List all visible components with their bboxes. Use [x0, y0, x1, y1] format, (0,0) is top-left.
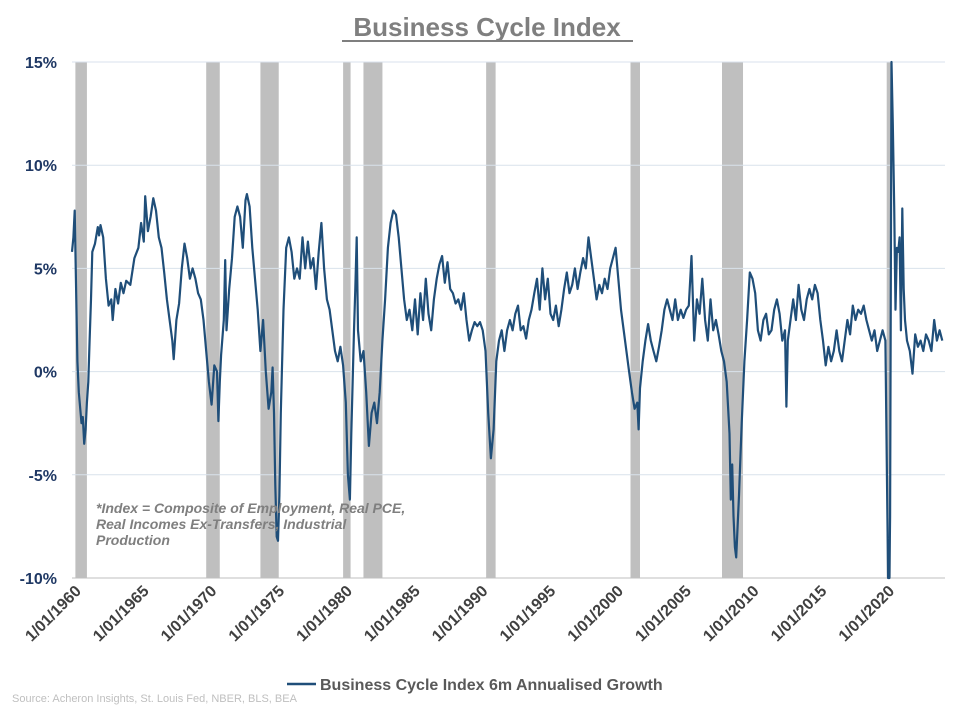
y-tick-label: -10% [20, 571, 57, 588]
annotation-note: *Index = Composite of Employment, Real P… [96, 500, 405, 548]
x-tick-label: 1/01/2015 [768, 583, 830, 645]
x-axis-ticks: 1/01/1960 1/01/1965 1/01/1970 1/01/1975 1/01… [22, 583, 898, 645]
recession-band-4 [363, 62, 383, 578]
recession-band-1 [206, 62, 220, 578]
y-tick-label: 15% [25, 55, 57, 72]
x-tick-label: 1/01/1990 [429, 583, 491, 645]
recession-band-8 [886, 62, 891, 578]
recession-band-5 [486, 62, 496, 578]
legend-label: Business Cycle Index 6m Annualised Growt… [320, 677, 663, 694]
x-tick-label: 1/01/1985 [361, 583, 423, 645]
annotation-line: Production [96, 532, 170, 548]
source-note: Source: Acheron Insights, St. Louis Fed,… [12, 693, 298, 705]
x-tick-label: 1/01/2000 [565, 583, 627, 645]
x-tick-label: 1/01/1960 [22, 583, 84, 645]
x-tick-label: 1/01/2020 [836, 583, 898, 645]
x-tick-label: 1/01/2005 [632, 583, 694, 645]
annotation-line: *Index = Composite of Employment, Real P… [96, 500, 405, 516]
x-tick-label: 1/01/1995 [497, 583, 559, 645]
x-tick-label: 1/01/1970 [158, 583, 220, 645]
chart-title: Business Cycle Index [353, 12, 621, 42]
series-line-0 [70, 60, 944, 580]
y-tick-label: 5% [34, 261, 57, 278]
y-tick-label: 0% [34, 365, 57, 382]
series-group [70, 60, 944, 580]
recession-band-7 [722, 62, 744, 578]
recession-band-0 [75, 62, 87, 578]
y-tick-label: 10% [25, 158, 57, 175]
legend: Business Cycle Index 6m Annualised Growt… [287, 677, 663, 694]
x-tick-label: 1/01/2010 [700, 583, 762, 645]
annotation-line: Real Incomes Ex-Transfers, Industrial [96, 516, 347, 532]
recession-band-6 [630, 62, 640, 578]
x-tick-label: 1/01/1975 [226, 583, 288, 645]
x-tick-label: 1/01/1965 [90, 583, 152, 645]
gridlines [72, 61, 945, 579]
y-axis-ticks: -10% -5% 0% 5% 10% 15% [20, 55, 57, 588]
x-tick-label: 1/01/1980 [294, 583, 356, 645]
y-tick-label: -5% [29, 468, 57, 485]
recession-band-3 [343, 62, 351, 578]
